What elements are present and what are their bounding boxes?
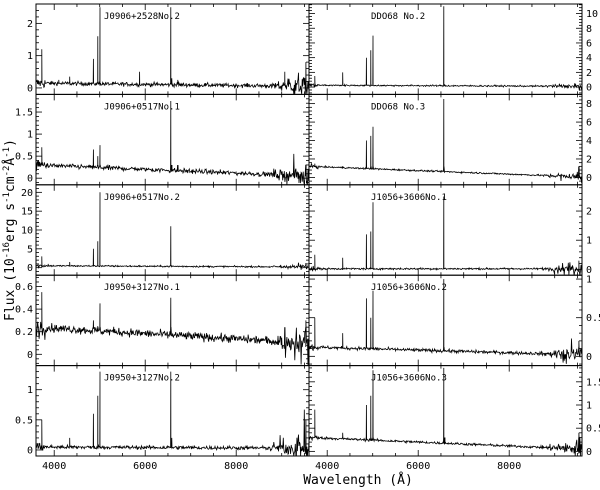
- x-tick-label: 6000: [406, 461, 430, 472]
- ylabel-exp: -2: [2, 166, 12, 177]
- panel-grid: 012J0906+2528No.200.511.5J0906+0517No.10…: [15, 3, 600, 472]
- spectrum-line: [308, 279, 583, 364]
- panel-title: DDO68 No.2: [371, 12, 425, 22]
- y-tick-label: 1: [27, 51, 33, 62]
- spectrum-line: [35, 371, 310, 457]
- y-tick-label: 6: [586, 118, 592, 129]
- panel-title: J0906+0517No.2: [104, 193, 180, 203]
- ylabel-exp: -1: [2, 147, 12, 158]
- y-axis-label: Flux (10-16erg s-1cm-2Å-1): [2, 139, 18, 321]
- y-tick-label: 1: [586, 275, 592, 286]
- x-tick-label: 8000: [224, 461, 248, 472]
- panel-frame: [308, 3, 583, 95]
- y-tick-label: 5: [27, 244, 33, 255]
- x-axis-label: Wavelength (Å): [303, 472, 413, 488]
- spectrum-line: [35, 100, 310, 185]
- ylabel-exp: -16: [2, 242, 12, 258]
- y-tick-label: 4: [586, 53, 592, 64]
- ylabel-exp: -1: [2, 192, 12, 203]
- panel-7: 0 1 2 J1056+3606No.1: [308, 184, 592, 276]
- panel-5: 0 2 4 6 8 10 DDO68 No.2: [308, 3, 598, 95]
- y-tick-label: 4: [586, 136, 592, 147]
- spectrum-line: [308, 6, 583, 91]
- panel-title: J1056+3606No.1: [371, 193, 447, 203]
- y-tick-label: 6: [586, 38, 592, 49]
- y-tick-label: 0: [27, 445, 33, 456]
- spectrum-line: [308, 98, 583, 183]
- y-tick-label: 2: [586, 68, 592, 79]
- panel-title: J1056+3606No.3: [371, 374, 447, 384]
- spectrum-line: [308, 367, 583, 457]
- panel-title: J0950+3127No.1: [104, 283, 180, 293]
- y-tick-label: 0.5: [586, 424, 600, 435]
- panel-1: 0 0.5 1 1.5 J0906+0517No.1: [15, 93, 310, 186]
- panel-6: 0 2 4 6 8 DDO68 No.3: [308, 93, 592, 186]
- ylabel-part: Å: [2, 158, 18, 166]
- y-tick-label: 2: [586, 154, 592, 165]
- y-tick-label: 10: [21, 226, 33, 237]
- y-tick-label: 2: [27, 19, 33, 30]
- y-tick-label: 0: [27, 350, 33, 361]
- panel-8: 0 0.5 1 J1056+3606No.2: [308, 275, 600, 367]
- ylabel-part: erg s: [3, 203, 18, 242]
- y-tick-label: 20: [21, 188, 33, 199]
- y-tick-label: 0: [586, 173, 592, 184]
- x-tick-label: 8000: [497, 461, 521, 472]
- y-tick-label: 2: [586, 207, 592, 218]
- panel-title: J0950+3127No.2: [104, 374, 180, 384]
- y-tick-label: 8: [586, 24, 592, 35]
- y-tick-label: 0: [27, 83, 33, 94]
- spectrum-line: [35, 192, 310, 271]
- x-tick-label: 4000: [315, 461, 339, 472]
- y-tick-label: 15: [21, 207, 33, 218]
- y-tick-label: 0: [586, 352, 592, 363]
- y-tick-label: 0.5: [15, 415, 33, 426]
- spectrum-line: [35, 7, 310, 95]
- panel-3: 0 0.2 0.4 0.6 J0950+3127No.1: [15, 274, 310, 367]
- y-tick-label: 1.5: [15, 108, 33, 119]
- y-tick-label: 0.5: [15, 152, 33, 163]
- x-tick-label: 4000: [42, 461, 66, 472]
- y-tick-label: 0: [586, 265, 592, 276]
- y-tick-label: 0.2: [15, 327, 33, 338]
- panel-0: 0 1 2 J0906+2528No.2: [27, 3, 310, 95]
- y-tick-label: 0: [27, 263, 33, 274]
- panel-title: J0906+0517No.1: [104, 102, 180, 112]
- y-tick-label: 0: [586, 447, 592, 458]
- y-tick-label: 1: [27, 130, 33, 141]
- ylabel-part: cm: [3, 176, 18, 192]
- y-tick-label: 1.5: [586, 377, 600, 388]
- y-tick-label: 0.4: [15, 305, 33, 316]
- y-tick-label: 0: [586, 83, 592, 94]
- ylabel-part: ): [3, 139, 18, 147]
- panel-4: 4000 6000 8000 0 0.5 1 J0950+3127No.2: [15, 365, 310, 472]
- y-tick-label: 0.5: [586, 313, 600, 324]
- x-tick-label: 6000: [133, 461, 157, 472]
- panel-title: J0906+2528No.2: [104, 12, 180, 22]
- y-tick-label: 1: [27, 385, 33, 396]
- y-tick-label: 1: [586, 401, 592, 412]
- panel-9: 4000 6000 8000 0 0.5 1 1.5 J1056+3606No.3: [308, 365, 600, 472]
- spectrum-line: [35, 292, 310, 366]
- y-tick-label: 0: [27, 174, 33, 185]
- ylabel-part: Flux (10: [3, 258, 18, 321]
- panel-2: 0 5 10 15 20 J0906+0517No.2: [21, 184, 310, 276]
- panel-title: J1056+3606No.2: [371, 283, 447, 293]
- y-tick-label: 1: [586, 236, 592, 247]
- spectrum-line: [308, 196, 583, 276]
- y-tick-label: 10: [586, 9, 598, 20]
- y-tick-label: 0.6: [15, 282, 33, 293]
- panel-title: DDO68 No.3: [371, 102, 425, 112]
- y-tick-label: 8: [586, 99, 592, 110]
- panel-frame: [308, 365, 583, 457]
